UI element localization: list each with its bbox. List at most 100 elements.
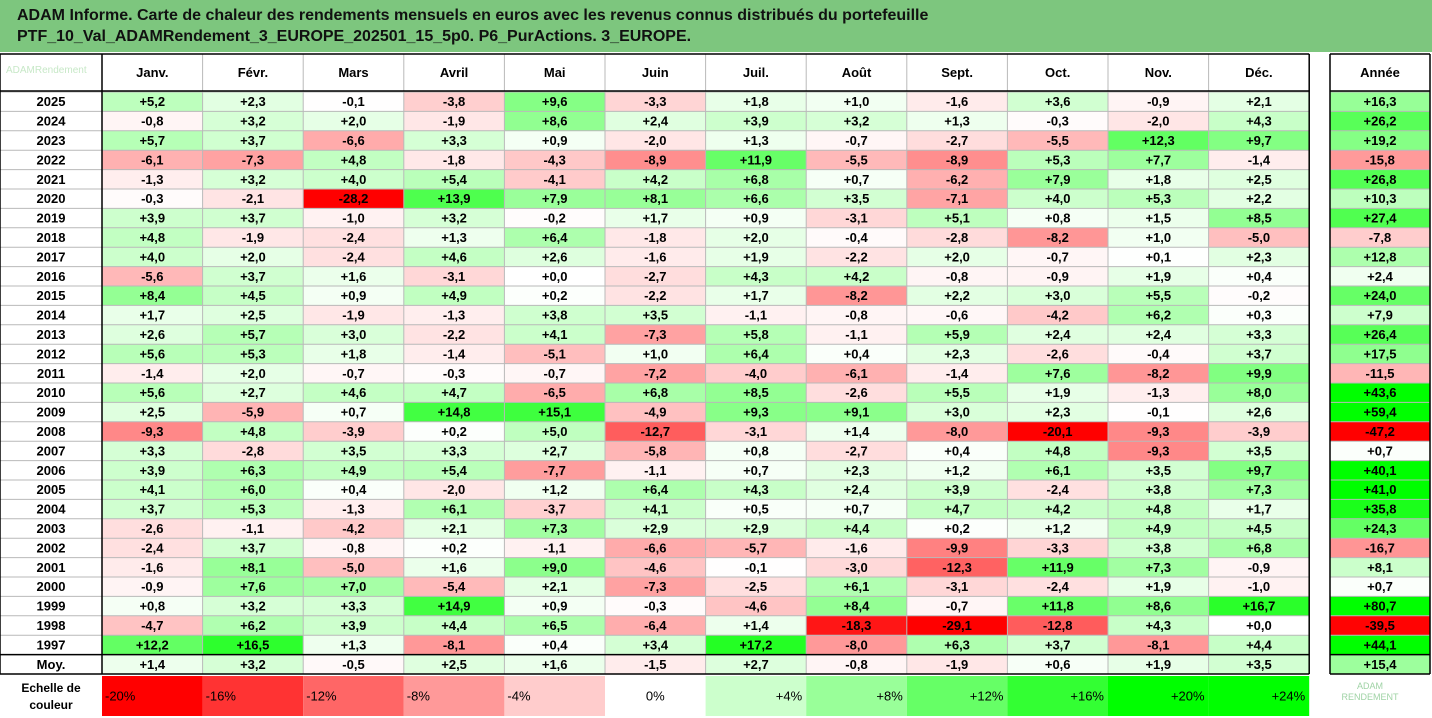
heat-cell-2013-3 — [303, 324, 404, 345]
scale-label-1: -20% — [105, 689, 136, 704]
cell-value-2005-4: -2,0 — [443, 482, 465, 497]
heat-cell-2000-10 — [1007, 577, 1108, 597]
cell-value-2015-5: +0,2 — [542, 288, 568, 303]
cell-value-2024-12: +4,3 — [1246, 114, 1272, 129]
cell-value-2024-10: -0,3 — [1046, 114, 1068, 129]
cell-value-2009-8: +9,1 — [844, 405, 870, 420]
heat-cell-2006-5 — [504, 460, 605, 480]
cell-value-2019-4: +3,2 — [441, 211, 467, 226]
heat-cell-1999-10 — [1007, 596, 1108, 616]
heat-cell-1997-8 — [806, 635, 907, 655]
annual-value-2003: +24,3 — [1364, 521, 1397, 536]
heat-cell-2010-3 — [303, 383, 404, 403]
cell-value-2010-12: +8,0 — [1246, 385, 1272, 400]
cell-value-2015-4: +4,9 — [441, 288, 467, 303]
heat-cell-2015-5 — [504, 286, 605, 306]
cell-value-2017-2: +2,0 — [240, 249, 266, 264]
cell-value-2016-8: +4,2 — [844, 269, 870, 284]
cell-value-2002-11: +3,8 — [1145, 540, 1171, 555]
heat-cell-2004-2 — [202, 499, 304, 519]
heat-cell-2012-3 — [303, 344, 404, 364]
cell-value-2021-7: +6,8 — [743, 172, 769, 187]
cell-value-2015-1: +8,4 — [139, 288, 165, 303]
year-label-2021: 2021 — [37, 172, 66, 187]
heat-cell-2017-8 — [806, 247, 907, 267]
cell-value-2000-2: +7,6 — [240, 579, 266, 594]
cell-value-1999-9: -0,7 — [946, 599, 968, 614]
average-cell-5 — [504, 654, 605, 674]
heat-cell-2016-6 — [605, 266, 706, 286]
heat-cell-2023-4 — [403, 130, 505, 151]
heat-cell-2017-7 — [705, 247, 807, 267]
year-label-2005: 2005 — [37, 482, 66, 497]
heat-cell-2003-4 — [403, 518, 505, 539]
cell-value-2013-9: +5,9 — [944, 327, 970, 342]
cell-value-1998-1: -4,7 — [141, 618, 163, 633]
heat-cell-2016-9 — [906, 266, 1008, 286]
heat-cell-2018-7 — [705, 227, 807, 248]
cell-value-2015-9: +2,2 — [944, 288, 970, 303]
heat-cell-2006-9 — [906, 460, 1008, 480]
annual-cell-2009 — [1330, 402, 1430, 422]
heat-cell-2019-1 — [102, 208, 203, 228]
average-value-1: +1,4 — [139, 657, 165, 672]
cell-value-2013-1: +2,6 — [139, 327, 165, 342]
annual-cell-2017 — [1330, 247, 1430, 267]
heat-cell-2007-6 — [605, 441, 706, 461]
heat-cell-2025-4 — [403, 92, 505, 112]
cell-value-2017-5: +2,6 — [542, 249, 568, 264]
cell-value-2004-5: -3,7 — [543, 502, 565, 517]
cell-value-2015-10: +3,0 — [1045, 288, 1071, 303]
annual-value-2010: +43,6 — [1364, 385, 1397, 400]
heat-cell-2023-5 — [504, 130, 605, 151]
cell-value-2005-7: +4,3 — [743, 482, 769, 497]
heat-cell-2012-10 — [1007, 344, 1108, 364]
column-header-4: Avril — [440, 65, 468, 80]
annual-value-2013: +26,4 — [1364, 327, 1398, 342]
cell-value-2018-11: +1,0 — [1145, 230, 1171, 245]
heat-cell-2004-12 — [1208, 499, 1310, 519]
annual-value-2020: +10,3 — [1364, 191, 1397, 206]
heat-cell-2011-12 — [1208, 363, 1310, 383]
cell-value-2023-11: +12,3 — [1142, 133, 1175, 148]
cell-value-2018-8: -0,4 — [845, 230, 868, 245]
heat-cell-2010-2 — [202, 383, 304, 403]
heat-cell-2022-1 — [102, 150, 203, 170]
cell-value-2007-8: -2,7 — [845, 443, 867, 458]
heat-cell-2022-5 — [504, 150, 605, 170]
cell-value-2009-10: +2,3 — [1045, 405, 1071, 420]
cell-value-2017-9: +2,0 — [944, 249, 970, 264]
heat-cell-2013-2 — [202, 324, 304, 345]
cell-value-2009-6: -4,9 — [644, 405, 666, 420]
heat-cell-2007-1 — [102, 441, 203, 461]
cell-value-2013-12: +3,3 — [1246, 327, 1272, 342]
heat-cell-2002-4 — [403, 538, 505, 558]
column-header-annual: Année — [1360, 65, 1400, 80]
cell-value-2004-8: +0,7 — [844, 502, 870, 517]
heat-cell-1999-11 — [1108, 596, 1209, 616]
watermark-bottom-line-1: ADAM — [1356, 681, 1383, 691]
heat-cell-2022-9 — [906, 150, 1008, 170]
scale-swatch-9 — [906, 676, 1008, 716]
cell-value-1998-2: +6,2 — [240, 618, 266, 633]
heat-cell-2000-9 — [906, 577, 1008, 597]
cell-value-2000-1: -0,9 — [141, 579, 163, 594]
cell-value-2002-12: +6,8 — [1246, 540, 1272, 555]
heat-cell-2014-9 — [906, 305, 1008, 325]
cell-value-2008-9: -8,0 — [946, 424, 968, 439]
heat-cell-2006-1 — [102, 460, 203, 480]
heat-cell-2012-9 — [906, 344, 1008, 364]
cell-value-2001-12: -0,9 — [1248, 560, 1270, 575]
column-header-10: Oct. — [1045, 65, 1070, 80]
heat-cell-2011-3 — [303, 363, 404, 383]
annual-cell-2025 — [1330, 92, 1430, 112]
cell-value-2017-11: +0,1 — [1145, 249, 1171, 264]
heat-cell-2023-8 — [806, 130, 907, 151]
heat-cell-2001-5 — [504, 557, 605, 577]
annual-cell-2010 — [1330, 383, 1430, 403]
heat-cell-2020-6 — [605, 189, 706, 209]
heat-cell-2016-12 — [1208, 266, 1310, 286]
cell-value-2006-3: +4,9 — [341, 463, 367, 478]
heat-cell-2021-8 — [806, 169, 907, 189]
heat-cell-2014-11 — [1108, 305, 1209, 325]
